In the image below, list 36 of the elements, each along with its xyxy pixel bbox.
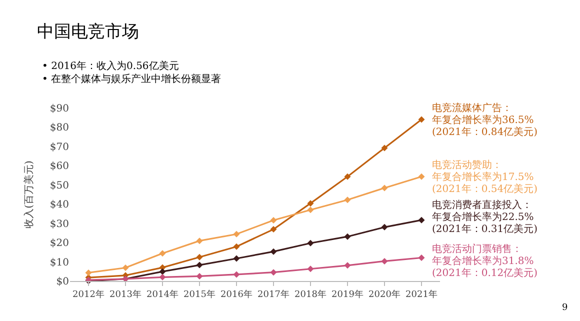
x-tick-label: 2013年: [110, 288, 142, 300]
annotation: 年复合增长率为36.5%: [432, 114, 534, 126]
y-tick-label: $60: [50, 161, 69, 172]
y-tick-label: $50: [50, 180, 69, 192]
annotation: (2021年：0.31亿美元): [432, 223, 538, 235]
x-tick-label: 2020年: [368, 288, 400, 300]
annotation: (2021年：0.84亿美元): [432, 126, 538, 138]
y-tick-label: $90: [50, 104, 69, 114]
series-label: 电竞流媒体广告：: [432, 102, 512, 114]
y-tick-label: $70: [50, 142, 69, 153]
annotation: 年复合增长率为31.8%: [432, 255, 534, 267]
annotation: 年复合增长率为22.5%: [432, 211, 534, 223]
x-tick-label: 2019年: [332, 288, 364, 300]
series-label: 电竞活动赞助：: [432, 159, 502, 171]
x-tick-label: 2012年: [72, 288, 104, 300]
chart-subtitle: • 2016年：收入为0.56亿美元 • 在整个媒体与娱乐产业中增长份额显著: [42, 60, 222, 85]
x-tick-label: 2021年: [406, 288, 438, 300]
x-tick-label: 2015年: [184, 288, 216, 300]
y-tick-label: $20: [50, 238, 69, 250]
x-tick-label: 2016年: [220, 288, 252, 300]
series-label: 电竞活动门票销售：: [432, 243, 522, 255]
text: 9: [562, 303, 568, 313]
annotation: 年复合增长率为17.5%: [432, 171, 534, 183]
y-tick-label: $10: [50, 257, 69, 268]
y-tick-label: $80: [50, 122, 69, 134]
annotation: (2021年：0.54亿美元): [432, 183, 538, 195]
chart-title: 中国电竞市场: [37, 22, 139, 42]
annotation: (2021年：0.12亿美元): [432, 267, 538, 279]
x-tick-label: 2014年: [146, 288, 178, 300]
x-tick-label: 2018年: [294, 288, 326, 300]
series-label: 电竞消费者直接投入：: [432, 199, 532, 211]
x-tick-label: 2017年: [258, 288, 290, 300]
y-axis-title: 收入(百万美元): [22, 160, 35, 228]
y-tick-label: $0: [56, 276, 69, 288]
y-tick-label: $40: [50, 200, 69, 211]
y-tick-label: $30: [50, 218, 69, 230]
